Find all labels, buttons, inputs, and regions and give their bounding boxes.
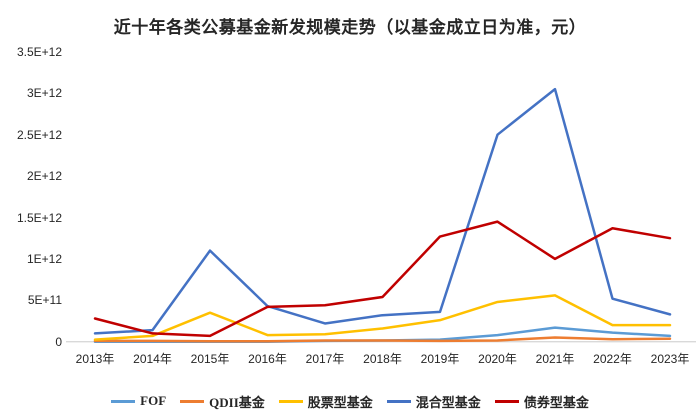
x-tick-label: 2013年 (75, 352, 115, 366)
x-tick-label: 2020年 (478, 352, 517, 366)
legend-swatch-icon (494, 399, 519, 403)
x-tick-label: 2022年 (593, 352, 632, 366)
legend-label: 混合型基金 (415, 394, 481, 410)
legend-item-FOF: FOF (111, 393, 166, 409)
legend-label: 股票型基金 (307, 394, 373, 410)
series-line-QDII基金 (93, 336, 672, 343)
x-tick-label: 2015年 (190, 352, 230, 366)
x-tick-label: 2018年 (363, 352, 402, 366)
x-tick-label: 2019年 (420, 352, 460, 366)
legend-label: FOF (140, 393, 167, 408)
chart-title: 近十年各类公募基金新发规模走势（以基金成立日为准，元） (113, 18, 587, 37)
legend-swatch-icon (180, 399, 205, 403)
y-tick-label: 5E+11 (27, 293, 62, 308)
x-tick-label: 2014年 (133, 352, 172, 366)
x-tick-label: 2017年 (305, 352, 345, 366)
y-tick-label: 2.5E+12 (16, 127, 62, 142)
x-tick-label: 2023年 (650, 352, 690, 366)
legend: FOF QDII基金 股票型基金 混合型基金 债券型基金 (0, 390, 700, 412)
legend-label: 债券型基金 (523, 394, 589, 410)
x-tick-label: 2016年 (248, 352, 287, 366)
legend-item-股票型基金: 股票型基金 (278, 392, 373, 411)
legend-swatch-icon (278, 399, 303, 403)
legend-item-混合型基金: 混合型基金 (386, 392, 481, 411)
series-line-债券型基金 (93, 220, 672, 338)
legend-swatch-icon (111, 399, 136, 403)
legend-swatch-icon (386, 399, 411, 403)
y-tick-label: 2E+12 (26, 169, 62, 184)
legend-item-QDII基金: QDII基金 (180, 392, 265, 411)
y-tick-label: 3E+12 (26, 86, 62, 101)
y-tick-label: 1.5E+12 (16, 210, 62, 225)
legend-item-债券型基金: 债券型基金 (494, 392, 589, 411)
series-line-混合型基金 (93, 87, 672, 335)
x-tick-label: 2021年 (535, 352, 575, 366)
y-tick-label: 1E+12 (26, 251, 62, 266)
y-tick-label: 0 (55, 334, 62, 349)
y-tick-label: 3.5E+12 (16, 44, 62, 59)
series-line-股票型基金 (93, 294, 672, 341)
legend-label: QDII基金 (209, 394, 265, 410)
